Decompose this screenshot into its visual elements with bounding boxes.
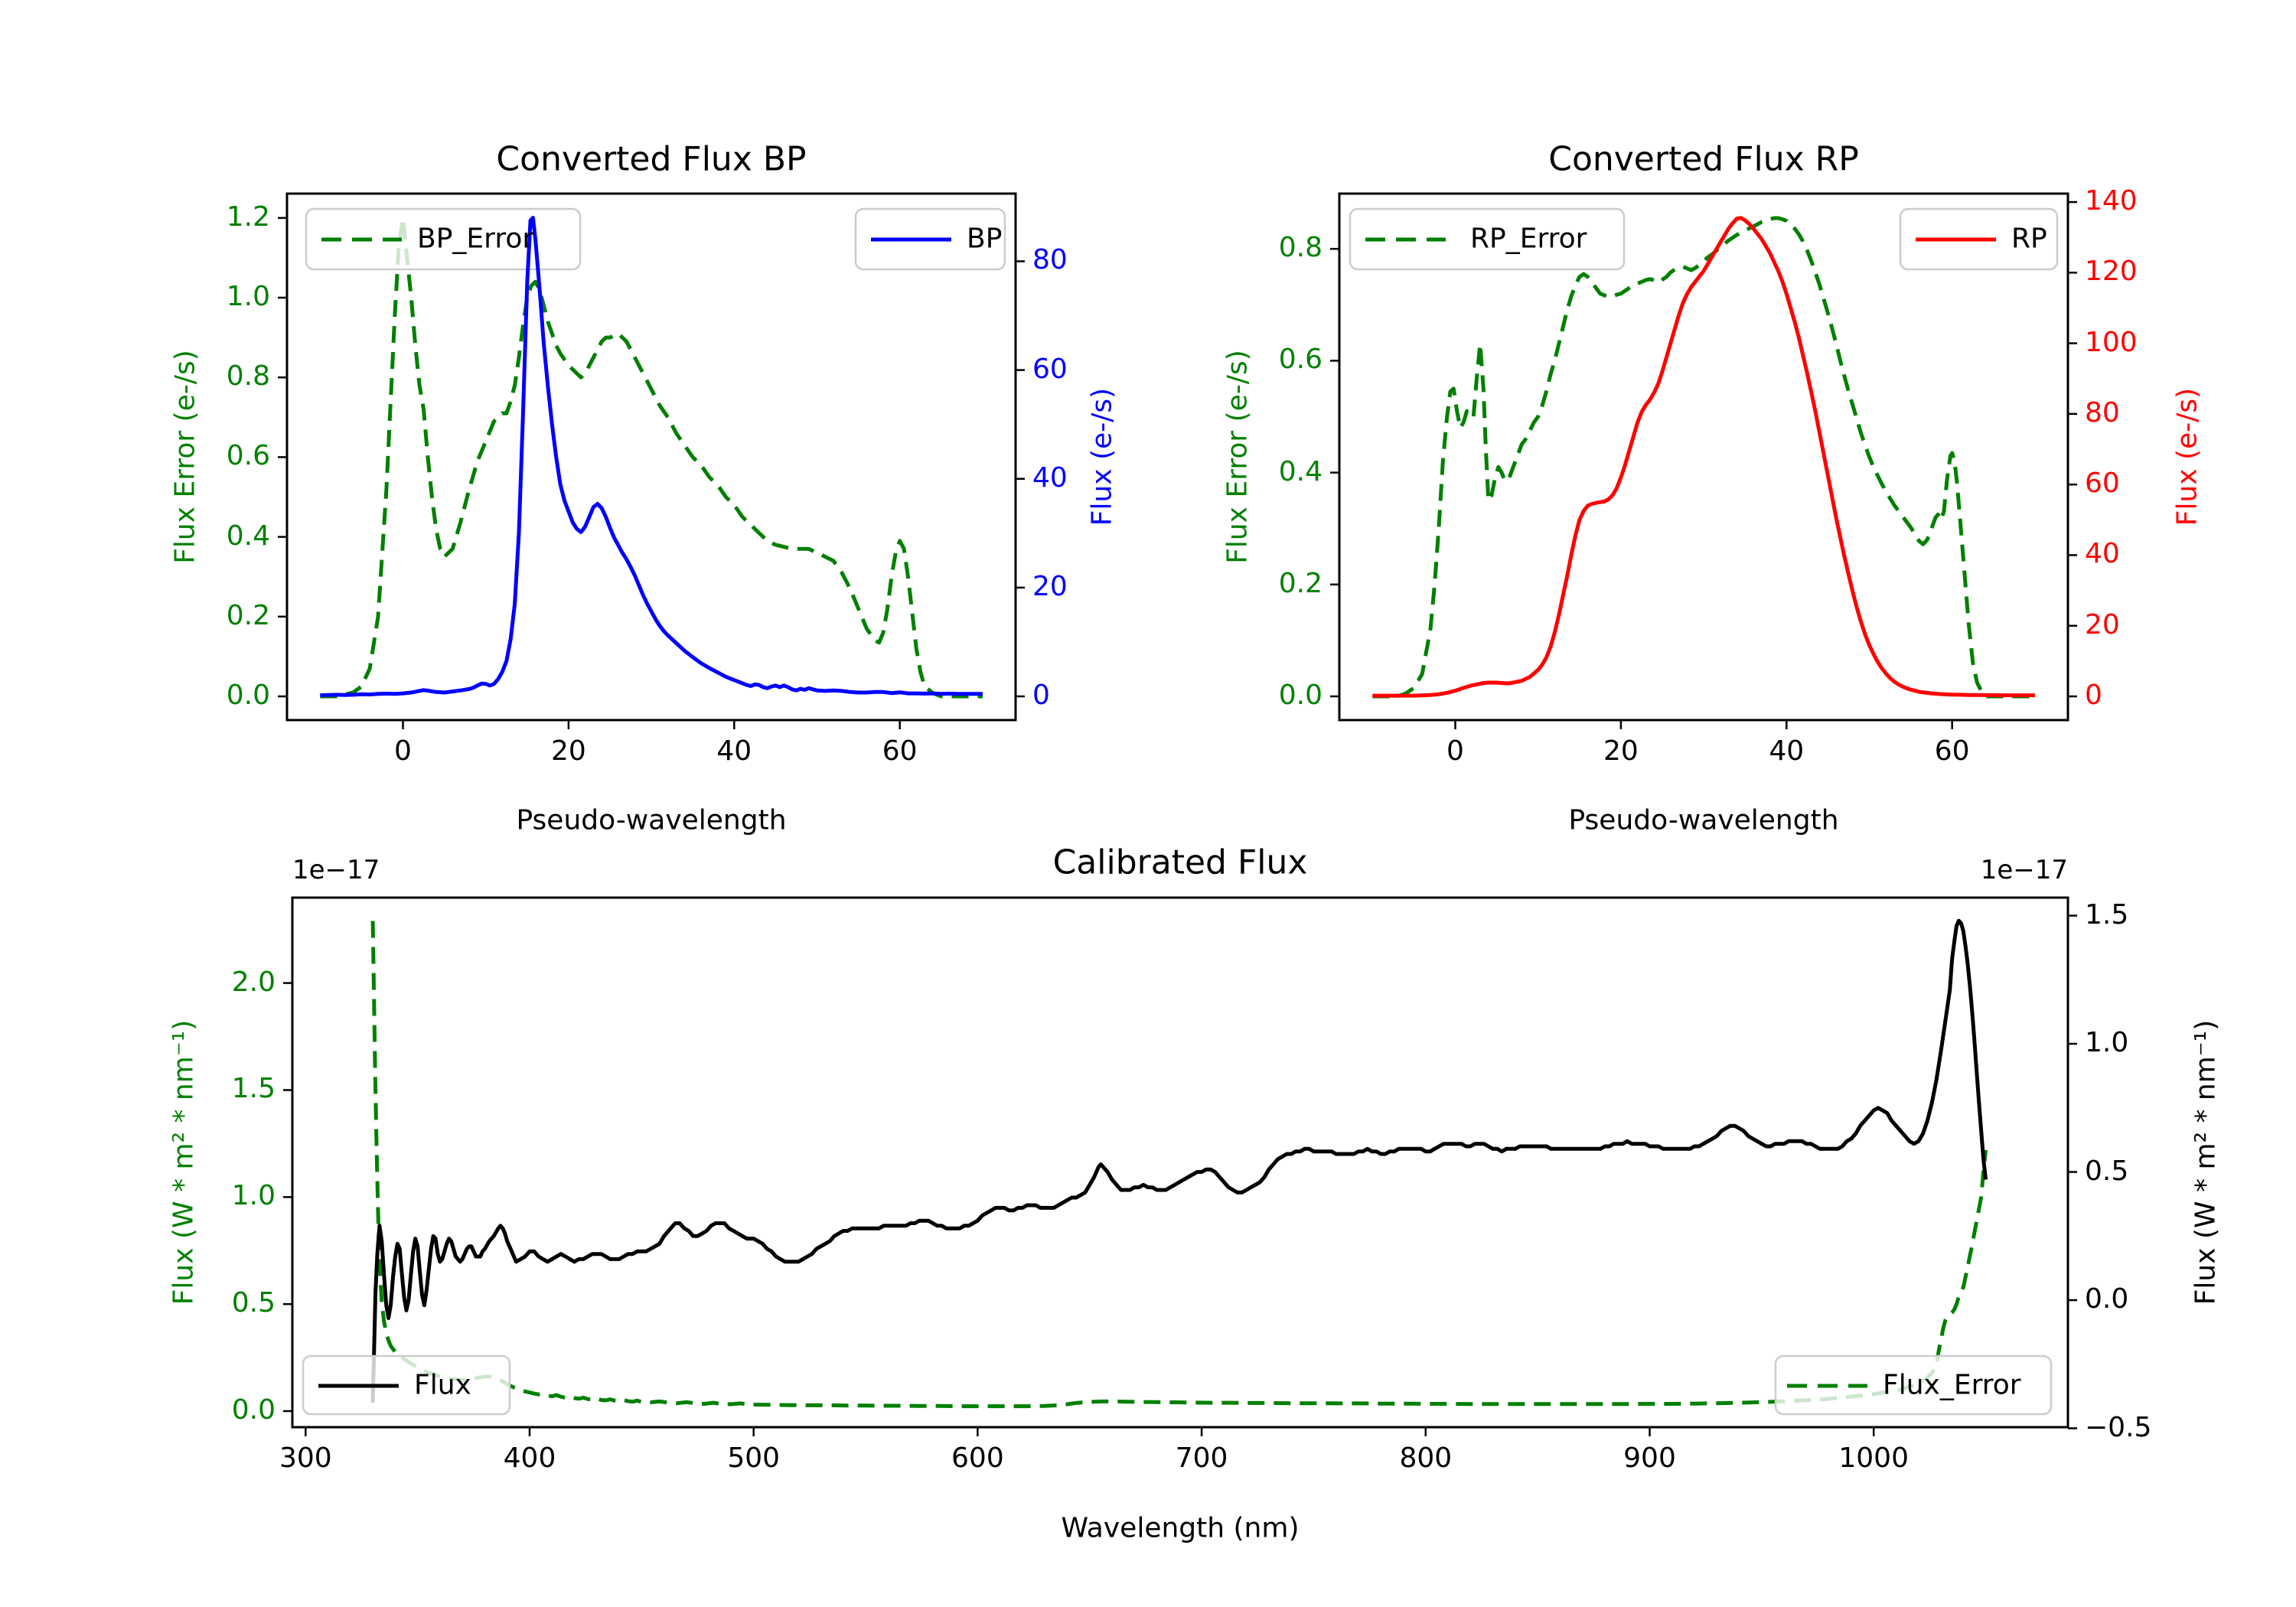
- y-tick-label: 1.0: [231, 1180, 276, 1212]
- x-tick-label: 0: [394, 735, 412, 767]
- y-tick-label: 80: [1032, 244, 1068, 276]
- series-bp: [320, 216, 983, 698]
- legend-label-flux-error: Flux_Error: [1883, 1369, 2021, 1401]
- legend-label-flux: Flux: [414, 1369, 471, 1401]
- legend-box-rp-error: [1349, 207, 1626, 271]
- legend-label-bp: BP: [967, 223, 1003, 255]
- x-tick-label: 700: [1175, 1442, 1228, 1474]
- y-tick-label: 0.0: [2085, 1283, 2129, 1315]
- y-tick-label: 0.0: [1278, 680, 1322, 711]
- y-tick-label: 140: [2085, 185, 2138, 217]
- title-converted-flux-rp: Converted Flux RP: [1548, 139, 1859, 179]
- y-tick-label: 60: [2085, 468, 2120, 500]
- y-tick-label: 0.6: [1278, 344, 1322, 376]
- y-tick-label: 0: [2085, 680, 2102, 711]
- title-converted-flux-bp: Converted Flux BP: [496, 139, 807, 179]
- ylabel-rp-flux: Flux (e-/s): [2171, 387, 2203, 526]
- x-tick-label: 900: [1623, 1442, 1676, 1474]
- y-tick-label: −0.5: [2085, 1411, 2152, 1443]
- y-tick-label: 0.4: [226, 520, 270, 552]
- ylabel-rp-flux-error: Flux Error (e-/s): [1221, 350, 1254, 564]
- y-tick-label: 60: [1032, 353, 1068, 385]
- y-tick-label: 2.0: [231, 966, 276, 998]
- ylabel-calibrated-flux-right: Flux (W * m² * nm⁻¹): [2190, 1019, 2222, 1305]
- legend-box-bp-error: [305, 207, 582, 271]
- xlabel-wavelength-nm: Wavelength (nm): [1061, 1512, 1300, 1544]
- y-tick-label: 0.8: [226, 360, 270, 393]
- series-rp: [1372, 216, 2035, 698]
- x-tick-label: 0: [1446, 735, 1464, 767]
- x-tick-label: 300: [279, 1442, 332, 1474]
- axes-frame: [291, 896, 2069, 1429]
- ylabel-bp-flux: Flux (e-/s): [1086, 387, 1118, 526]
- y-tick-label: 0.4: [1278, 455, 1322, 487]
- y-tick-label: 0.0: [226, 680, 270, 711]
- x-tick-label: 1000: [1838, 1442, 1909, 1474]
- legend-label-rp: RP: [2011, 223, 2047, 255]
- y-tick-label: 0.5: [231, 1287, 276, 1319]
- y-tick-label: 1.5: [2085, 898, 2129, 931]
- ylabel-bp-flux-error: Flux Error (e-/s): [169, 350, 201, 564]
- ylabel-calibrated-flux-left: Flux (W * m² * nm⁻¹): [168, 1019, 200, 1305]
- series-flux_error: [370, 921, 1988, 1409]
- x-tick-label: 500: [727, 1442, 781, 1474]
- y-tick-label: 120: [2085, 256, 2138, 288]
- y-tick-label: 0.5: [2085, 1155, 2129, 1187]
- x-tick-label: 40: [1769, 735, 1805, 767]
- series-rp_error: [1372, 216, 2035, 699]
- y-tick-label: 40: [1032, 461, 1068, 494]
- x-tick-label: 20: [550, 735, 586, 767]
- xlabel-pseudo-wavelength-rp: Pseudo-wavelength: [1568, 804, 1839, 836]
- y-tick-label: 0.2: [226, 599, 270, 631]
- x-tick-label: 600: [951, 1442, 1004, 1474]
- y-tick-label: 1.0: [2085, 1027, 2129, 1058]
- y-tick-label: 1.0: [226, 281, 270, 312]
- offset-text-left: 1e−17: [292, 855, 380, 885]
- axes-frame: [285, 192, 1017, 722]
- x-tick-label: 60: [1934, 735, 1970, 767]
- y-tick-label: 0.0: [231, 1394, 276, 1426]
- y-tick-label: 20: [1032, 570, 1068, 602]
- xlabel-pseudo-wavelength-bp: Pseudo-wavelength: [516, 804, 787, 836]
- y-tick-label: 100: [2085, 326, 2138, 358]
- y-tick-label: 20: [2085, 608, 2120, 641]
- legend-label-bp-error: BP_Error: [417, 223, 534, 255]
- y-tick-label: 0.8: [1278, 232, 1322, 264]
- x-tick-label: 800: [1399, 1442, 1453, 1474]
- legend-box-flux: [302, 1354, 511, 1416]
- y-tick-label: 0.2: [1278, 567, 1322, 599]
- y-tick-label: 1.2: [226, 200, 270, 233]
- plot-bp: [278, 192, 1025, 729]
- series-flux: [370, 918, 1988, 1403]
- y-tick-label: 0: [1032, 680, 1050, 711]
- y-tick-label: 40: [2085, 538, 2120, 570]
- x-tick-label: 60: [882, 735, 918, 767]
- x-tick-label: 20: [1603, 735, 1639, 767]
- legend-box-flux-error: [1774, 1354, 2053, 1416]
- y-tick-label: 80: [2085, 396, 2120, 429]
- x-tick-label: 40: [716, 735, 752, 767]
- title-calibrated-flux: Calibrated Flux: [1052, 843, 1308, 882]
- series-bp_error: [320, 216, 983, 699]
- offset-text-right: 1e−17: [1980, 855, 2068, 885]
- y-tick-label: 0.6: [226, 440, 270, 472]
- legend-label-rp-error: RP_Error: [1470, 223, 1587, 255]
- x-tick-label: 400: [503, 1442, 556, 1474]
- plot-calibrated: [283, 896, 2077, 1436]
- plot-rp: [1330, 192, 2077, 729]
- axes-frame: [1338, 192, 2069, 722]
- y-tick-label: 1.5: [231, 1073, 276, 1105]
